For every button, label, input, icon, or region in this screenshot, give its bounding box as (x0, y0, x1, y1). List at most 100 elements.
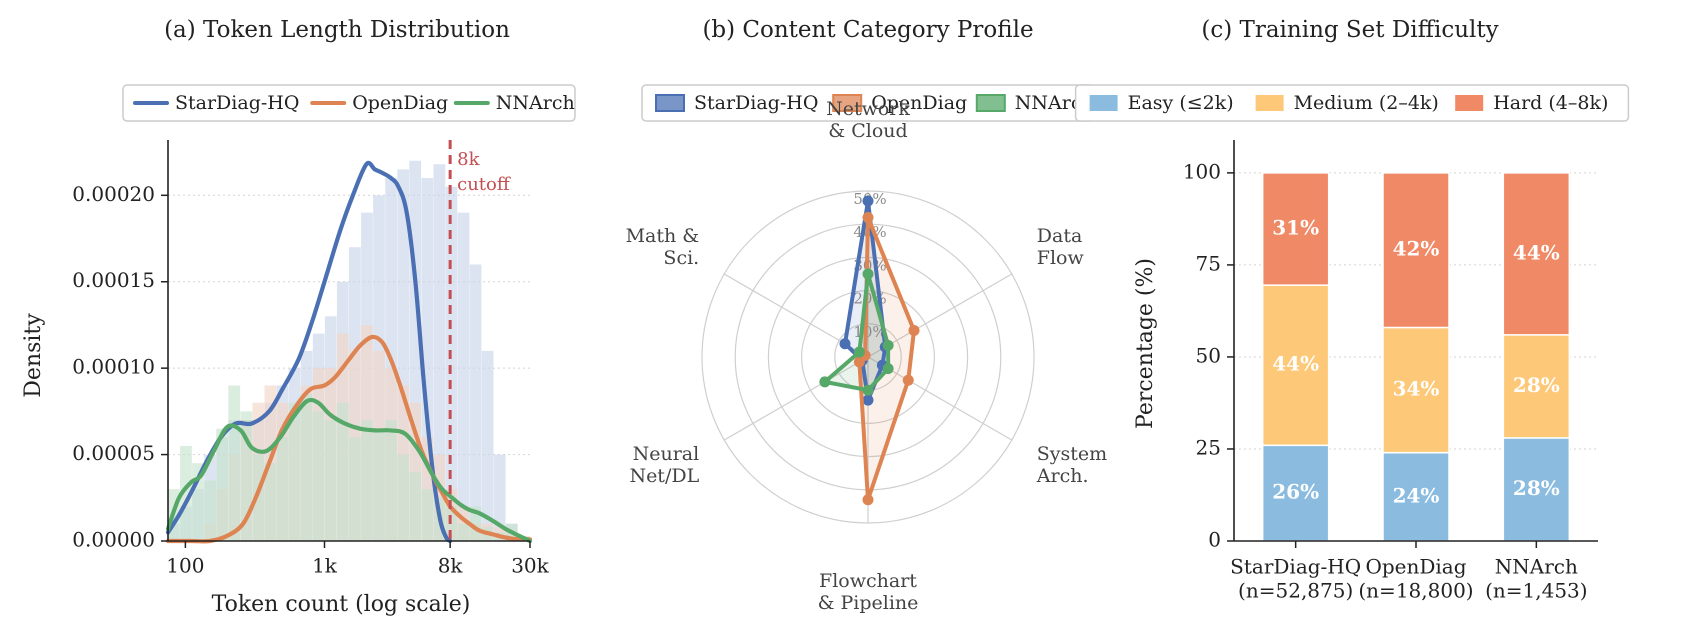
chart-title: (a) Token Length Distribution (164, 17, 510, 43)
legend-item-nnarch: NNArch (975, 92, 1094, 114)
x-category-label: (n=52,875) (1238, 579, 1353, 603)
histogram-bar (397, 454, 410, 541)
bar-value-label: 26% (1272, 480, 1319, 504)
histogram-bar (228, 385, 241, 541)
legend-frame (1074, 84, 1630, 122)
radial-tick-label: 30% (853, 256, 886, 274)
radar-axis-label-line: Data (1037, 225, 1083, 247)
legend-color-swatch (1455, 95, 1484, 111)
bar-value-label: 28% (1513, 373, 1560, 397)
radar-axis-label: Flowchart& Pipeline (818, 570, 919, 614)
histogram-bar (300, 394, 313, 541)
x-axis-label: Token count (log scale) (212, 592, 471, 617)
histogram-bar (457, 523, 470, 541)
radar-fill-nnarch (824, 274, 889, 391)
radar-point (882, 363, 894, 375)
radar-axis-label-line: Network (826, 98, 910, 120)
y-tick-label: 0.00015 (72, 268, 155, 292)
legend-frame (122, 84, 576, 122)
histogram-bar (252, 454, 265, 541)
y-axis-label: Percentage (%) (1133, 258, 1158, 429)
radar-axis-label-line: Flowchart (819, 570, 917, 592)
legend-label: StarDiag-HQ (175, 92, 299, 114)
x-category-label: StarDiag-HQ (1230, 555, 1361, 579)
radar-series-nnarch (819, 268, 894, 396)
radar-axis-label-line: System (1037, 443, 1107, 465)
legend-item-easy-2k: Easy (≤2k) (1089, 92, 1234, 114)
histogram-bar (192, 463, 204, 541)
legend-label: OpenDiag (352, 92, 448, 114)
legend-patch-swatch (832, 94, 863, 112)
legend: StarDiag-HQ OpenDiag NNArch (122, 84, 576, 122)
legend-item-hard-4-8k: Hard (4–8k) (1455, 92, 1608, 114)
bar-stack-nnarch: 28% 28% 44% (1502, 172, 1571, 542)
histogram-bar (493, 454, 506, 541)
x-category-label: (n=1,453) (1485, 579, 1588, 603)
x-tick-label: 100 (166, 554, 204, 578)
kde-line-opendiag (165, 334, 533, 544)
chart-title: (c) Training Set Difficulty (1201, 17, 1498, 43)
legend: StarDiag-HQ OpenDiag NNArch (641, 84, 1095, 122)
legend-item-opendiag: OpenDiag (832, 92, 967, 114)
bar-segment-medium-2-4k (1382, 326, 1450, 454)
legend-color-swatch (1255, 95, 1284, 111)
histogram-bar (180, 445, 192, 541)
histogram-bar (204, 480, 216, 541)
x-tick-label: 30k (511, 554, 549, 578)
histogram-bar (385, 420, 397, 541)
radar-point (882, 339, 894, 351)
radar-point (862, 212, 874, 224)
radar-axis-label-line: Sci. (663, 247, 699, 269)
radar-point (908, 324, 920, 336)
radar-point (853, 346, 865, 358)
y-axis-label: Density (21, 313, 46, 398)
cutoff-label: cutoff (457, 174, 511, 195)
legend-label: Easy (≤2k) (1128, 92, 1234, 114)
legend-label: StarDiag-HQ (694, 92, 818, 114)
radar-point (862, 384, 874, 396)
histogram-bar (336, 402, 349, 541)
radar-axis-label-line: & Cloud (828, 120, 907, 142)
radar-point (862, 494, 874, 506)
bar-segment-hard-4-8k (1502, 172, 1571, 336)
y-tick-label: 100 (1183, 159, 1221, 183)
chart-title: (b) Content Category Profile (702, 17, 1033, 43)
histogram-bar (288, 402, 301, 541)
radar-point (862, 394, 874, 406)
legend-item-medium-2-4k: Medium (2–4k) (1255, 92, 1439, 114)
histogram-bar (264, 463, 277, 541)
radar-point (839, 338, 851, 350)
histogram-bar (409, 160, 422, 541)
legend-item-stardiag-hq: StarDiag-HQ (655, 92, 818, 114)
radar-point (819, 376, 831, 388)
histogram-bar (216, 428, 229, 541)
histogram-bar (421, 178, 434, 541)
radar-axis-label-line: Net/DL (629, 465, 699, 487)
y-tick-label: 0.00005 (72, 441, 155, 465)
bar-stack-stardiag-hq: 26% 44% 31% (1261, 172, 1330, 542)
panel-token-length: (a) Token Length Distribution StarDiag-HQ… (21, 17, 576, 617)
legend-item-opendiag: OpenDiag (310, 92, 448, 114)
radar-axis-label: Network& Cloud (826, 98, 910, 142)
radar-axis-label-line: & Pipeline (818, 592, 919, 614)
bar-value-label: 34% (1393, 377, 1440, 401)
bar-segment-hard-4-8k (1261, 172, 1330, 286)
radar-point (902, 374, 914, 386)
y-tick-label: 25 (1196, 435, 1221, 459)
histogram-bar (481, 350, 494, 541)
legend-label: OpenDiag (871, 92, 967, 114)
radar-axis-label-line: Math & (626, 225, 700, 247)
histogram-bar (457, 212, 470, 541)
bar-segment-easy-2k (1382, 451, 1450, 542)
x-category-label: OpenDiag (1365, 555, 1466, 579)
histogram-bar (324, 420, 337, 541)
histogram-bar (349, 437, 361, 541)
legend-patch-swatch (975, 94, 1006, 112)
y-tick-label: 0.00000 (72, 528, 155, 552)
bar-value-label: 44% (1513, 240, 1560, 264)
bar-stack-opendiag: 24% 34% 42% (1382, 172, 1450, 542)
radar-axis-label-line: Neural (633, 443, 700, 465)
histogram-bar (361, 420, 373, 541)
legend-color-swatch (1089, 95, 1118, 111)
